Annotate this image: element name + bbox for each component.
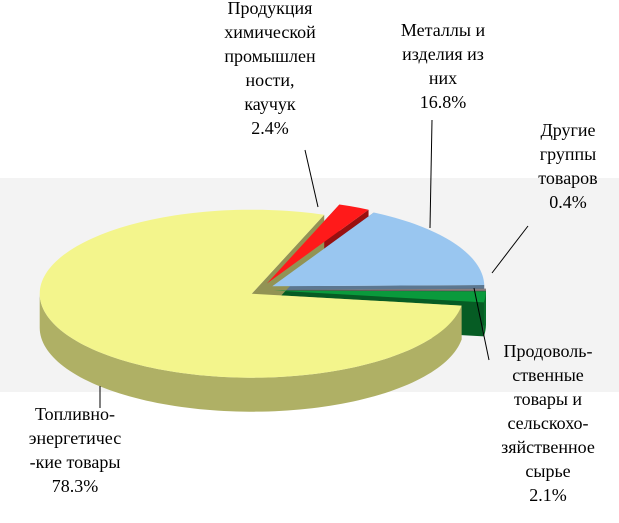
value-label: 16.8% — [420, 92, 467, 112]
value-label: 2.4% — [251, 118, 289, 138]
value-label: 0.4% — [549, 192, 587, 212]
label-line: группы — [540, 144, 597, 164]
data-label: Металлы и изделия из них 16.8% — [401, 20, 486, 112]
slice — [273, 290, 486, 303]
slice — [272, 212, 485, 287]
label-line: Металлы и — [401, 20, 486, 40]
label-line: Продоволь- — [504, 341, 593, 361]
leader-line — [473, 287, 490, 361]
slice-side — [39, 293, 462, 412]
label-line: -кие товары — [30, 452, 121, 472]
data-label: Топливно-энергетичес -кие товары 78.3% — [29, 404, 121, 496]
label-line: товары и — [514, 389, 582, 409]
slice-side — [483, 291, 486, 337]
label-line: изделия из — [402, 44, 484, 64]
leader-line — [304, 149, 319, 208]
label-line: сырье — [525, 461, 570, 481]
leader-line — [429, 119, 433, 229]
label-line: энергетичес — [29, 428, 121, 448]
slice — [266, 204, 369, 284]
label-line: сельскохо- — [507, 413, 588, 433]
label-line: Продукция — [228, 0, 313, 18]
label-line: Другие — [540, 120, 595, 140]
label-line: химической — [224, 22, 316, 42]
data-label: Продукция химической промышлен ности, каучук… — [224, 0, 316, 138]
label-line: промышлен — [224, 46, 316, 66]
slice — [273, 288, 486, 291]
label-line: товаров — [538, 168, 597, 188]
leader-line — [491, 225, 529, 274]
value-label: 78.3% — [52, 476, 99, 496]
slice — [39, 209, 462, 378]
label-line: Топливно- — [35, 404, 115, 424]
label-line: них — [429, 68, 457, 88]
value-label: 2.1% — [529, 485, 567, 505]
data-label: Другие группы товаров 0.4% — [538, 120, 597, 212]
label-line: зяйственное — [501, 437, 595, 457]
label-line: ности, — [245, 70, 294, 90]
label-line: ственные — [512, 365, 584, 385]
label-line: каучук — [244, 94, 296, 114]
data-label: Продоволь-ственные товары и сельскохо-зяйс… — [501, 341, 595, 505]
